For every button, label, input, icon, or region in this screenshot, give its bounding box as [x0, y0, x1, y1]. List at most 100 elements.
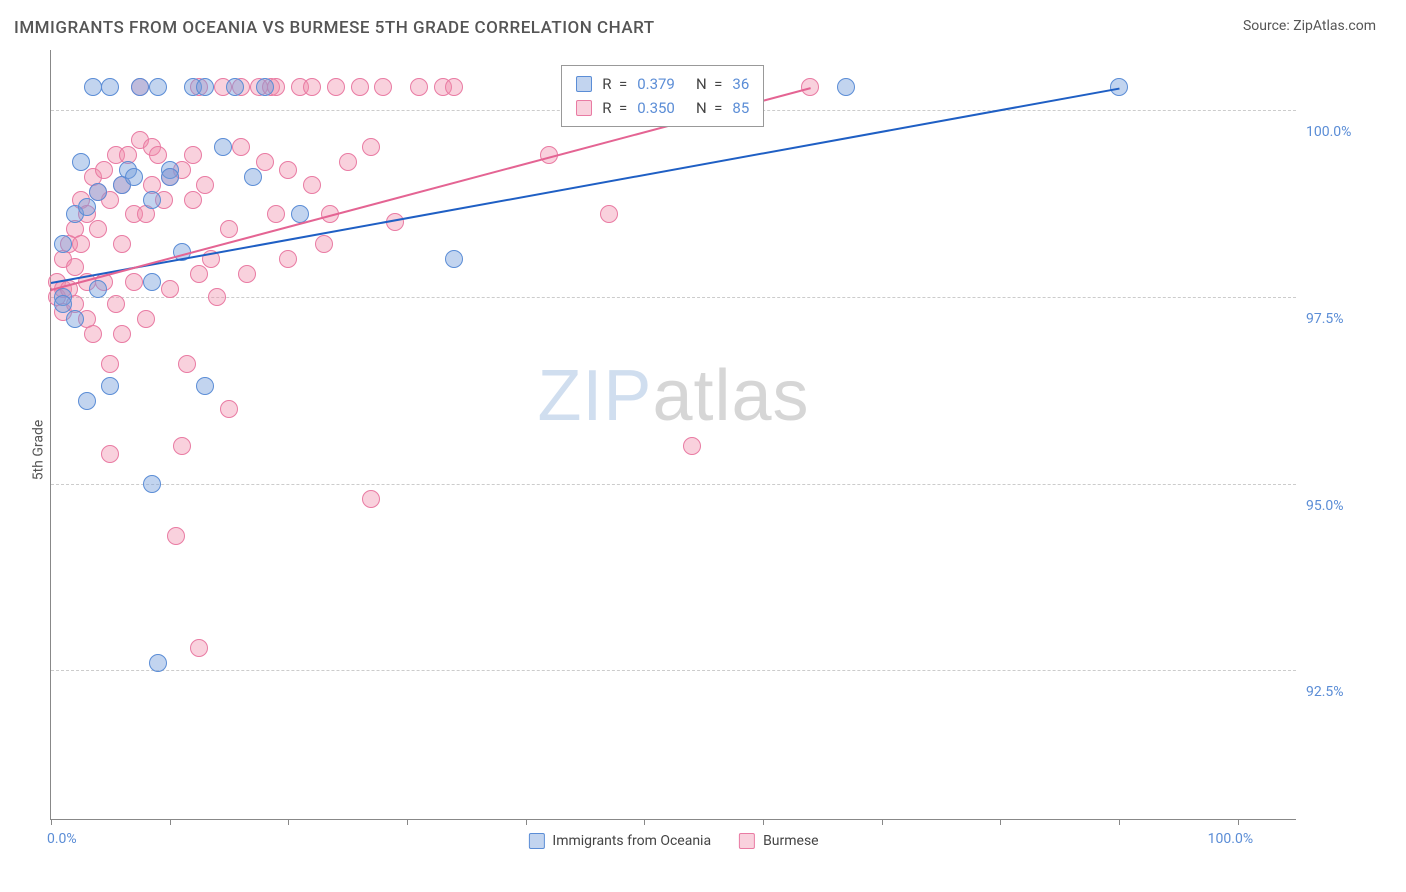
- source-prefix: Source:: [1243, 18, 1293, 34]
- watermark: ZIPatlas: [537, 355, 809, 437]
- scatter-point: [220, 220, 238, 238]
- gridline: [51, 484, 1296, 485]
- scatter-point: [89, 183, 107, 201]
- y-tick-label: 97.5%: [1306, 311, 1384, 327]
- scatter-point: [78, 198, 96, 216]
- scatter-point: [149, 654, 167, 672]
- scatter-point: [101, 445, 119, 463]
- scatter-point: [303, 78, 321, 96]
- scatter-point: [232, 138, 250, 156]
- n-value: 85: [732, 96, 749, 120]
- series-swatch: [576, 100, 592, 116]
- stats-box: R = 0.379 N = 36R = 0.350 N = 85: [561, 65, 764, 127]
- scatter-point: [339, 153, 357, 171]
- x-tick: [644, 819, 645, 825]
- scatter-point: [149, 78, 167, 96]
- gridline: [51, 670, 1296, 671]
- x-tick: [288, 819, 289, 825]
- r-value: 0.350: [637, 96, 675, 120]
- scatter-point: [161, 280, 179, 298]
- scatter-point: [143, 475, 161, 493]
- scatter-point: [184, 191, 202, 209]
- legend: Immigrants from Oceania Burmese: [528, 833, 818, 849]
- scatter-point: [196, 78, 214, 96]
- source-label: Source: ZipAtlas.com: [1243, 18, 1376, 34]
- legend-swatch: [528, 833, 544, 849]
- x-tick: [1238, 819, 1239, 825]
- scatter-point: [410, 78, 428, 96]
- source-name: ZipAtlas.com: [1293, 18, 1376, 34]
- scatter-point: [184, 146, 202, 164]
- scatter-point: [683, 437, 701, 455]
- x-tick-label: 0.0%: [47, 831, 77, 847]
- watermark-part2: atlas: [652, 356, 809, 436]
- scatter-point: [178, 355, 196, 373]
- scatter-point: [600, 205, 618, 223]
- scatter-point: [95, 161, 113, 179]
- scatter-point: [72, 235, 90, 253]
- y-tick-label: 100.0%: [1306, 124, 1384, 140]
- legend-item: Immigrants from Oceania: [528, 833, 711, 849]
- scatter-point: [161, 168, 179, 186]
- legend-item: Burmese: [739, 833, 819, 849]
- scatter-point: [351, 78, 369, 96]
- scatter-point: [196, 377, 214, 395]
- x-tick: [51, 819, 52, 825]
- scatter-point: [173, 437, 191, 455]
- legend-swatch: [739, 833, 755, 849]
- stats-row: R = 0.379 N = 36: [576, 72, 749, 96]
- scatter-point: [125, 273, 143, 291]
- scatter-point: [89, 220, 107, 238]
- y-tick-label: 92.5%: [1306, 684, 1384, 700]
- scatter-point: [214, 138, 232, 156]
- scatter-point: [125, 168, 143, 186]
- r-value: 0.379: [637, 72, 675, 96]
- n-value: 36: [732, 72, 749, 96]
- chart-container: 5th Grade ZIPatlas 0.0% 100.0% R = 0.379 N…: [14, 50, 1392, 850]
- n-label: N =: [685, 72, 723, 96]
- scatter-point: [66, 310, 84, 328]
- x-tick: [526, 819, 527, 825]
- legend-label: Immigrants from Oceania: [552, 833, 711, 849]
- series-swatch: [576, 76, 592, 92]
- r-label: R =: [602, 96, 627, 120]
- scatter-point: [445, 250, 463, 268]
- scatter-point: [837, 78, 855, 96]
- scatter-point: [113, 325, 131, 343]
- scatter-point: [143, 273, 161, 291]
- scatter-point: [131, 78, 149, 96]
- scatter-point: [238, 265, 256, 283]
- scatter-point: [72, 153, 90, 171]
- scatter-point: [167, 527, 185, 545]
- scatter-point: [190, 639, 208, 657]
- scatter-point: [107, 295, 125, 313]
- scatter-point: [101, 78, 119, 96]
- scatter-point: [143, 191, 161, 209]
- scatter-point: [113, 235, 131, 253]
- scatter-point: [362, 490, 380, 508]
- chart-title: IMMIGRANTS FROM OCEANIA VS BURMESE 5TH G…: [14, 18, 655, 38]
- scatter-point: [1110, 78, 1128, 96]
- x-tick: [1000, 819, 1001, 825]
- scatter-point: [54, 235, 72, 253]
- scatter-point: [208, 288, 226, 306]
- scatter-point: [78, 392, 96, 410]
- scatter-point: [445, 78, 463, 96]
- x-tick: [407, 819, 408, 825]
- scatter-point: [279, 250, 297, 268]
- plot-area: ZIPatlas 0.0%100.0%R = 0.379 N = 36R = 0…: [50, 50, 1296, 820]
- scatter-point: [279, 161, 297, 179]
- scatter-point: [101, 355, 119, 373]
- scatter-point: [101, 377, 119, 395]
- scatter-point: [226, 78, 244, 96]
- scatter-point: [315, 235, 333, 253]
- scatter-point: [137, 310, 155, 328]
- n-label: N =: [685, 96, 723, 120]
- y-tick-label: 95.0%: [1306, 498, 1384, 514]
- scatter-point: [303, 176, 321, 194]
- scatter-point: [220, 400, 238, 418]
- scatter-point: [196, 176, 214, 194]
- y-axis-label: 5th Grade: [30, 420, 46, 481]
- scatter-point: [256, 153, 274, 171]
- x-tick-label: 100.0%: [1208, 831, 1253, 847]
